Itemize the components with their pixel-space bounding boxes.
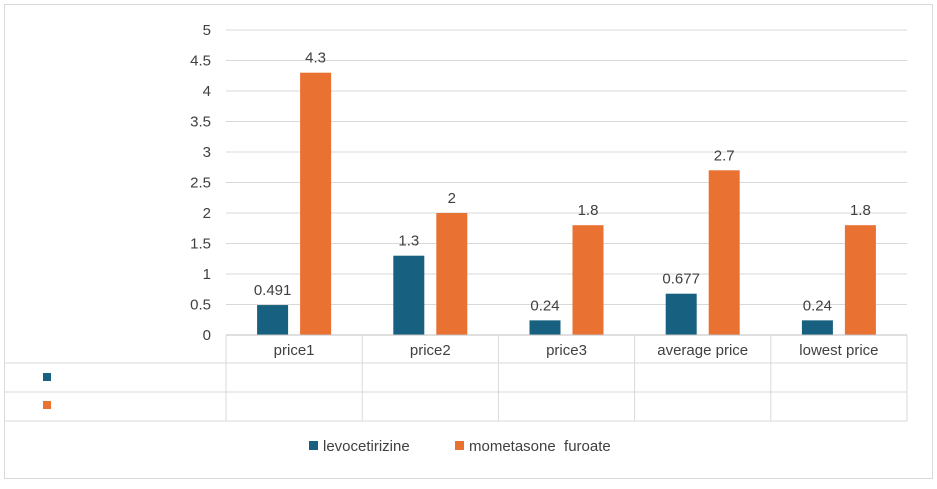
- data-label: 2: [448, 190, 456, 207]
- data-label: 1.8: [578, 202, 599, 219]
- data-label: 0.24: [530, 297, 559, 314]
- bars: [257, 72, 876, 335]
- y-tick-label: 1.5: [190, 236, 211, 253]
- x-category-label: average price: [657, 342, 748, 359]
- data-label: 1.8: [850, 202, 871, 219]
- data-label: 4.3: [305, 50, 326, 67]
- legend-swatch-levocetirizine: [309, 441, 318, 450]
- bar-levocetirizine-1: [393, 255, 425, 335]
- y-tick-label: 4.5: [190, 53, 211, 70]
- data-label: 0.677: [662, 271, 700, 288]
- bar-mometasone-0: [300, 72, 332, 335]
- y-tick-label: 1: [203, 266, 211, 283]
- y-tick-label: 3.5: [190, 114, 211, 131]
- data-table: price1 price2 price3 average price lowest pr…: [4, 334, 908, 422]
- legend-swatch-mometasone: [455, 441, 464, 450]
- data-label: 0.491: [254, 282, 292, 299]
- chart-border: [4, 4, 933, 479]
- bar-levocetirizine-2: [529, 320, 561, 335]
- x-category-label: price2: [410, 342, 451, 359]
- bar-mometasone-2: [572, 225, 604, 335]
- table-legend-key-mometasone: [43, 401, 51, 409]
- bar-mometasone-3: [708, 170, 740, 335]
- y-tick-label: 2: [203, 205, 211, 222]
- data-label: 1.3: [398, 233, 419, 250]
- y-tick-label: 0: [203, 327, 211, 344]
- table-legend-key-levocetirizine: [43, 373, 51, 381]
- data-label: 2.7: [714, 147, 735, 164]
- legend-label: mometasone furoate: [469, 438, 611, 455]
- y-axis-ticks: 0 0.5 1 1.5 2 2.5 3 3.5 4 4.5 5: [190, 22, 211, 344]
- y-tick-label: 4: [203, 83, 211, 100]
- legend-label: levocetirizine: [323, 438, 410, 455]
- bar-levocetirizine-3: [665, 293, 697, 335]
- y-tick-label: 3: [203, 144, 211, 161]
- y-tick-label: 5: [203, 22, 211, 39]
- bar-mometasone-1: [436, 213, 468, 335]
- data-label: 0.24: [803, 297, 832, 314]
- legend: levocetirizine mometasone furoate: [309, 438, 611, 455]
- data-labels: 0.491 4.3 1.3 2 0.24 1.8 0.677 2.7 0.24 1.8: [254, 50, 871, 315]
- x-category-label: lowest price: [799, 342, 878, 359]
- y-tick-label: 0.5: [190, 297, 211, 314]
- bar-levocetirizine-0: [257, 305, 289, 335]
- bar-levocetirizine-4: [801, 320, 833, 335]
- x-category-label: price3: [546, 342, 587, 359]
- y-tick-label: 2.5: [190, 175, 211, 192]
- x-category-label: price1: [274, 342, 315, 359]
- bar-mometasone-4: [844, 225, 876, 335]
- gridlines: [226, 29, 907, 305]
